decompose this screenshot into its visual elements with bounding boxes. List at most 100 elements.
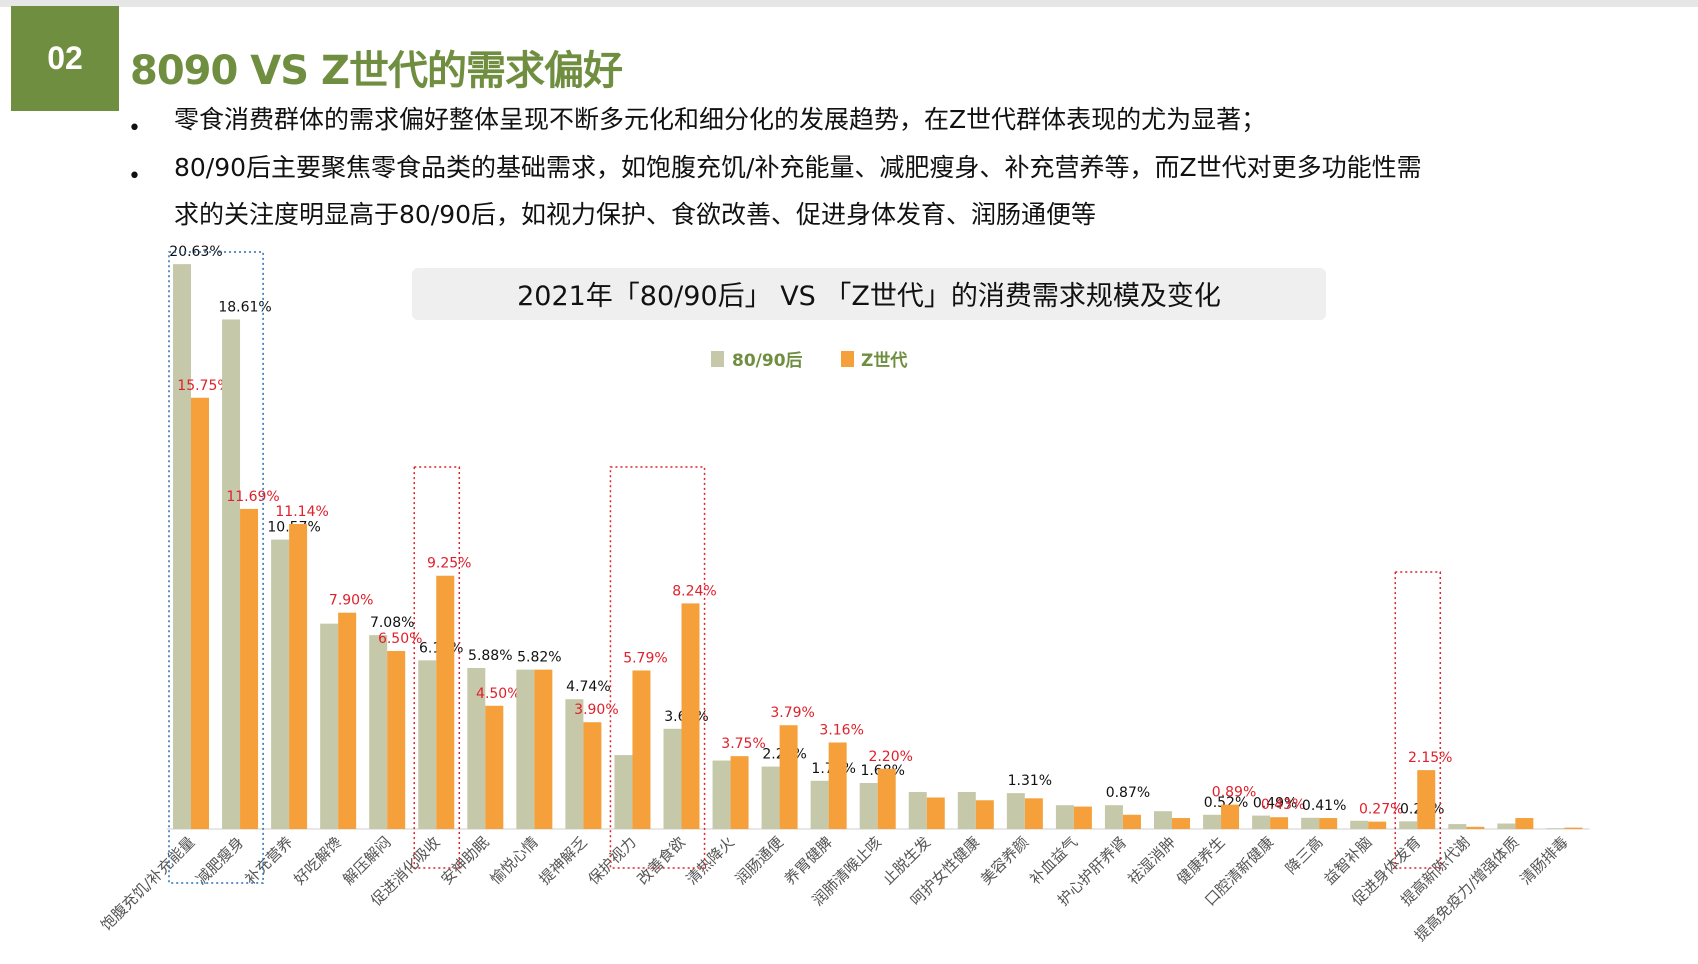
data-label-z-0: 15.75% [177,378,230,394]
chart-title-box [412,268,1326,320]
legend-swatch-8090 [711,351,724,367]
highlight-box-digestion [413,466,461,869]
bar-8090-4 [369,635,388,829]
bar-z-5 [436,575,455,829]
bar-z-24 [1368,821,1387,829]
legend-label-8090: 80/90后 [732,351,803,371]
x-tick-label-2: 补充营养 [241,833,296,888]
data-label-8090-23: 0.41% [1302,798,1346,814]
x-tick-label-1: 减肥瘦身 [192,833,247,888]
bar-8090-25 [1399,821,1418,829]
x-tick-label-23: 降三高 [1282,833,1327,878]
bar-8090-1 [222,319,241,829]
data-label-z-14: 2.20% [868,749,912,765]
bullet-text-1: 零食消费群体的需求偏好整体呈现不断多元化和细分化的发展趋势，在Z世代群体表现的尤… [174,105,1267,134]
bar-z-16 [975,800,994,829]
bullet-dot: • [128,116,141,141]
data-label-z-1: 11.69% [226,489,279,505]
x-tick-label-28: 清肠排毒 [1517,833,1572,888]
data-label-z-21: 0.89% [1212,785,1256,801]
x-tick-label-11: 清热降火 [683,833,738,888]
bar-z-27 [1515,818,1534,829]
data-label-z-8: 3.90% [574,702,618,718]
legend-label-z: Z世代 [861,350,907,371]
bar-8090-17 [1006,793,1025,829]
bar-8090-26 [1448,824,1467,829]
bullet-text-3: 求的关注度明显高于80/90后，如视力保护、食欲改善、促进身体发育、润肠通便等 [174,200,1097,229]
bar-z-7 [534,669,553,829]
data-label-z-24: 0.27% [1359,802,1403,818]
data-label-z-3: 7.90% [329,593,373,609]
bullet-dot: • [128,164,141,189]
bar-z-1 [240,508,259,829]
data-label-z-12: 3.79% [770,705,814,721]
bar-8090-12 [761,766,780,829]
bar-z-11 [730,756,749,829]
bar-z-18 [1073,806,1092,829]
data-label-8090-7: 5.82% [517,650,561,666]
bar-8090-28 [1546,828,1565,829]
data-label-z-5: 9.25% [427,556,471,572]
x-tick-label-12: 润肠通便 [732,833,787,888]
bar-z-4 [387,651,406,829]
bar-z-23 [1319,818,1338,829]
legend-swatch-z [841,351,854,367]
data-label-z-10: 8.24% [672,583,716,599]
data-label-8090-19: 0.87% [1106,785,1150,801]
bar-8090-21 [1203,814,1222,829]
data-label-8090-17: 1.31% [1008,773,1052,789]
bar-z-19 [1122,814,1141,829]
x-tick-label-20: 祛湿消肿 [1124,833,1179,888]
data-label-z-13: 3.16% [819,722,863,738]
x-tick-label-17: 美容养颜 [977,833,1032,888]
data-label-z-11: 3.75% [721,736,765,752]
data-label-z-25: 2.15% [1408,750,1452,766]
bar-z-25 [1417,770,1436,829]
bar-8090-20 [1154,811,1172,829]
bar-z-12 [779,725,798,829]
bar-8090-22 [1252,815,1271,829]
data-label-z-6: 4.50% [476,686,520,702]
bar-z-14 [877,768,896,829]
bar-8090-5 [418,660,437,829]
bar-8090-14 [859,783,878,829]
bar-z-26 [1466,826,1485,829]
data-label-8090-4: 7.08% [370,615,414,631]
x-tick-label-10: 改善食欲 [634,833,689,888]
bar-z-21 [1221,804,1240,829]
bar-z-8 [583,722,602,829]
bar-8090-2 [271,539,290,829]
x-tick-label-7: 愉悦心情 [487,833,542,888]
x-tick-label-3: 好吃解馋 [290,833,345,888]
bar-8090-10 [663,728,682,829]
bar-8090-27 [1497,823,1516,829]
bar-z-6 [485,705,504,829]
bar-8090-8 [565,699,584,829]
bar-8090-24 [1350,820,1369,829]
bar-z-0 [191,397,209,829]
data-label-z-22: 0.43% [1261,797,1305,813]
chart-title: 2021年「80/90后」 VS 「Z世代」的消费需求规模及变化 [517,281,1221,312]
bar-8090-3 [320,623,339,829]
bar-z-3 [338,612,357,829]
x-tick-label-6: 安神助眠 [437,833,492,888]
bar-z-13 [828,742,847,829]
bar-8090-19 [1104,805,1123,829]
bar-8090-7 [516,669,535,829]
bar-8090-9 [614,755,633,829]
bar-8090-13 [810,780,829,829]
data-label-8090-8: 4.74% [566,679,610,695]
bar-8090-15 [908,792,927,829]
bar-8090-0 [173,264,191,829]
section-number-badge: 02 [11,6,119,111]
x-tick-label-9: 保护视力 [585,833,640,888]
bar-z-20 [1172,818,1190,829]
data-label-8090-1: 18.61% [218,299,271,315]
bullet-text-2: 80/90后主要聚焦零食品类的基础需求，如饱腹充饥/补充能量、减肥瘦身、补充营养… [174,153,1422,182]
x-tick-label-8: 提神解乏 [536,833,591,888]
bar-8090-11 [712,760,731,829]
bar-z-28 [1564,827,1583,829]
bar-8090-23 [1301,817,1320,829]
page-title: 8090 VS Z世代的需求偏好 [130,48,623,94]
